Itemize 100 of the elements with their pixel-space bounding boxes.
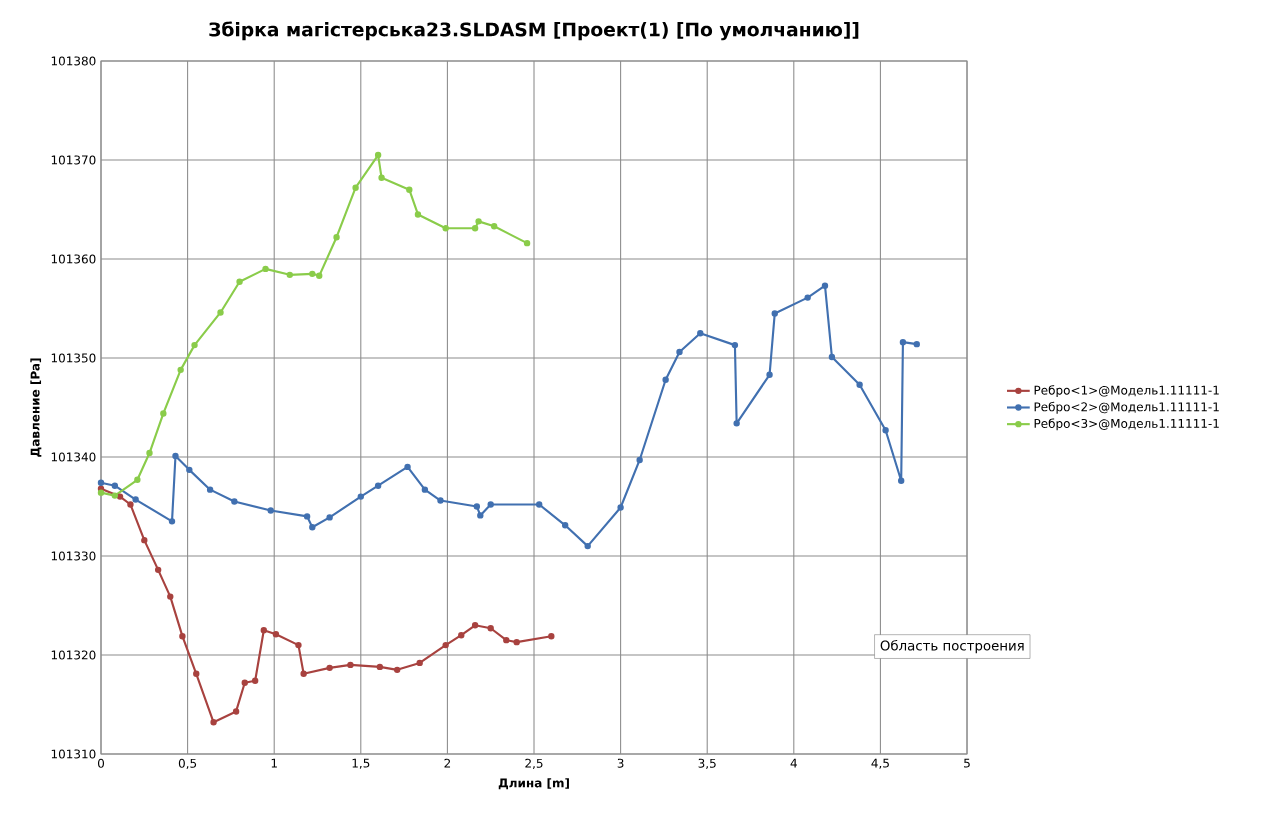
point (168, 518, 176, 525)
point (272, 631, 280, 638)
point (262, 265, 269, 273)
point (236, 278, 243, 285)
x-tick-label: 2 (444, 758, 451, 768)
point (804, 294, 811, 301)
point (286, 271, 293, 279)
point (179, 632, 186, 640)
point (473, 503, 481, 510)
point (442, 225, 449, 232)
y-tick-label: 101370 (51, 155, 96, 165)
point (210, 719, 217, 726)
point (206, 486, 214, 493)
point (771, 310, 778, 317)
point (821, 282, 829, 289)
point (856, 381, 863, 388)
point (231, 498, 238, 505)
annotation: Область построения (880, 640, 1024, 654)
y-tick-label: 101380 (51, 56, 96, 66)
y-axis-title: Давление [Pa] (30, 358, 42, 457)
point (186, 466, 193, 474)
y-tick-label: 101330 (51, 551, 96, 561)
point (584, 542, 591, 550)
point (357, 493, 365, 500)
x-tick-label: 5 (964, 758, 970, 768)
point (471, 622, 479, 629)
point (132, 496, 139, 503)
point (416, 659, 423, 667)
x-tick-label: 3,5 (698, 758, 716, 770)
point (241, 679, 248, 686)
point (333, 234, 340, 241)
point (617, 504, 624, 511)
point (141, 536, 148, 544)
point (523, 239, 531, 247)
point (172, 452, 179, 460)
point (477, 512, 484, 519)
point (897, 477, 905, 484)
point (374, 482, 382, 489)
x-tick-label: 1 (271, 758, 277, 768)
point (828, 353, 836, 361)
point (475, 218, 482, 225)
point (116, 493, 124, 500)
x-tick-label: 2,5 (525, 758, 543, 770)
point (309, 270, 316, 278)
point (437, 497, 444, 504)
point (442, 641, 449, 649)
point (251, 677, 259, 684)
point (146, 449, 153, 457)
point (347, 661, 354, 669)
x-tick-label: 0,5 (178, 758, 197, 770)
point (193, 670, 200, 678)
point (487, 501, 494, 508)
x-tick-label: 3 (617, 758, 624, 768)
point (421, 486, 429, 493)
point (217, 309, 224, 316)
point (167, 593, 174, 600)
point (177, 366, 184, 374)
point (111, 492, 119, 499)
y-tick-label: 101320 (51, 650, 96, 660)
point (309, 524, 316, 531)
point (160, 410, 167, 417)
legend-label: Ребро<1>@Модель1.11111-1 (1034, 385, 1219, 397)
point (134, 476, 141, 483)
point (260, 627, 268, 634)
point (232, 708, 240, 715)
point (352, 184, 359, 191)
point (636, 456, 643, 464)
chart-title: Збірка магістерська23.SLDASM [Проект(1) [По умолчанию]] (209, 21, 859, 41)
point (536, 501, 543, 508)
point (393, 666, 401, 674)
y-tick-label: 101360 (51, 254, 96, 264)
point (458, 632, 465, 639)
point (404, 463, 411, 471)
point (899, 338, 907, 346)
point (414, 211, 422, 218)
point (303, 513, 311, 520)
point (513, 638, 520, 646)
point (471, 225, 479, 232)
point (561, 522, 569, 529)
point (97, 489, 105, 496)
y-tick-label: 101310 (51, 749, 96, 759)
point (267, 507, 274, 514)
point (97, 479, 105, 486)
point (731, 341, 739, 349)
point (326, 514, 333, 521)
legend-label: Ребро<2>@Модель1.11111-1 (1034, 401, 1219, 414)
x-tick-label: 4 (790, 758, 797, 768)
point (676, 348, 683, 356)
point (490, 223, 498, 230)
point (766, 371, 773, 379)
y-tick-label: 101350 (51, 353, 96, 363)
point (376, 663, 384, 671)
point (882, 427, 889, 434)
y-tick-label: 101340 (51, 452, 96, 462)
point (378, 174, 385, 182)
point (503, 636, 510, 644)
point (300, 670, 307, 678)
point (913, 340, 920, 348)
point (154, 566, 162, 574)
x-axis-title: Длина [m] (498, 778, 569, 790)
